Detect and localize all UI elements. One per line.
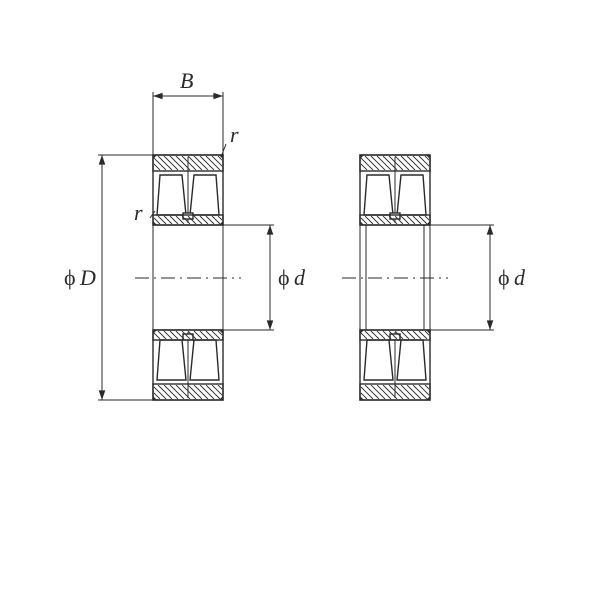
right-bearing-section	[342, 155, 451, 400]
svg-text:d: d	[294, 265, 306, 290]
label-B: B	[180, 68, 193, 93]
label-r-left: r	[134, 200, 143, 225]
svg-text:ϕ: ϕ	[64, 265, 76, 290]
label-r-top: r	[230, 122, 239, 147]
label-phiD: ϕD	[64, 265, 96, 290]
svg-text:ϕ: ϕ	[278, 265, 290, 290]
label-phid-left: ϕd	[278, 265, 306, 290]
svg-text:D: D	[79, 265, 96, 290]
left-bearing-section	[135, 155, 244, 400]
svg-text:ϕ: ϕ	[498, 265, 510, 290]
label-phid-right: ϕd	[498, 265, 526, 290]
svg-text:d: d	[514, 265, 526, 290]
